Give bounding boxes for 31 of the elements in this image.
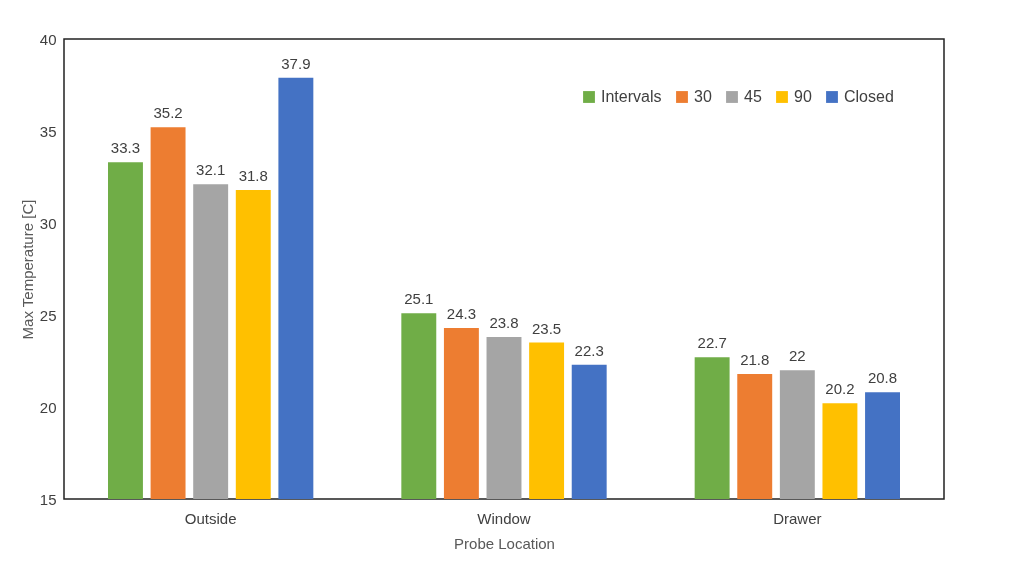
x-tick-label: Outside [184, 509, 237, 527]
data-label: 37.9 [281, 54, 311, 72]
data-label: 20.2 [825, 380, 855, 398]
x-tick-label: Drawer [773, 509, 822, 527]
x-axis-title: Probe Location [454, 534, 555, 552]
data-label: 22 [788, 347, 806, 365]
data-label: 23.5 [532, 319, 562, 337]
y-tick-label: 25 [39, 306, 57, 324]
data-label: 25.1 [404, 290, 434, 308]
legend-label: Closed [844, 88, 894, 105]
x-tick-label: Window [477, 509, 531, 527]
data-label: 32.1 [196, 161, 226, 179]
y-tick-label: 30 [39, 214, 57, 232]
data-label: 33.3 [110, 139, 141, 157]
data-label: 35.2 [153, 104, 183, 122]
y-tick-label: 20 [39, 398, 57, 416]
y-tick-label: 40 [39, 30, 57, 48]
y-tick-label: 15 [39, 490, 57, 508]
data-label: 22.7 [697, 334, 727, 352]
legend-label: 45 [744, 88, 762, 105]
data-label: 31.8 [238, 166, 268, 184]
legend-label: Intervals [601, 88, 662, 105]
data-label: 21.8 [740, 350, 770, 368]
legend-label: 90 [794, 88, 812, 105]
legend-label: 30 [694, 88, 712, 105]
data-label: 22.3 [574, 341, 604, 359]
y-tick-label: 35 [39, 122, 57, 140]
data-label: 23.8 [489, 314, 519, 332]
data-label: 24.3 [446, 304, 476, 322]
data-label: 20.8 [867, 369, 898, 387]
y-axis-title: Max Temperature [C] [18, 199, 36, 340]
